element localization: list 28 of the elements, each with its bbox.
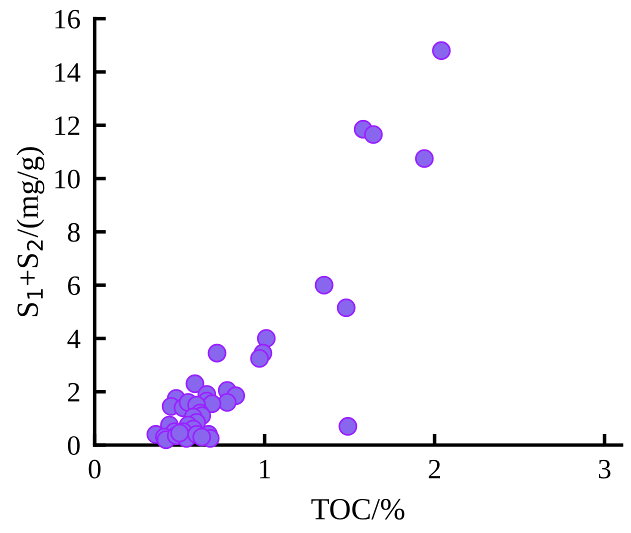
x-tick-label: 1 [260, 460, 270, 478]
point [170, 424, 189, 442]
point [208, 344, 226, 362]
point [432, 41, 451, 60]
point [314, 276, 334, 294]
point [186, 374, 204, 394]
y-tick-label: 12 [55, 116, 80, 135]
y-tick-label: 16 [55, 10, 80, 29]
point [336, 298, 356, 318]
y-tick-label: 10 [55, 170, 80, 188]
y-tick-label: 4 [67, 330, 80, 348]
point [218, 393, 237, 412]
y-tick-label: 6 [68, 276, 80, 296]
point [256, 329, 276, 348]
y-tick-label: 2 [68, 383, 80, 402]
x-tick-label: 2 [428, 460, 440, 478]
x-tick-label: 3 [598, 460, 610, 478]
point [192, 428, 212, 446]
y-tick-label: 14 [55, 63, 80, 82]
y-axis-title: S$_{1}$+S$_{2}$/(mg/g) [16, 147, 44, 316]
y-tick-label: 0 [68, 436, 80, 455]
point [364, 125, 383, 144]
point [338, 417, 358, 436]
point [250, 349, 269, 368]
point [415, 149, 434, 168]
x-tick-label: 0 [88, 460, 101, 478]
x-axis-title: TOC/% [311, 498, 404, 520]
y-tick-label: 8 [68, 223, 80, 242]
